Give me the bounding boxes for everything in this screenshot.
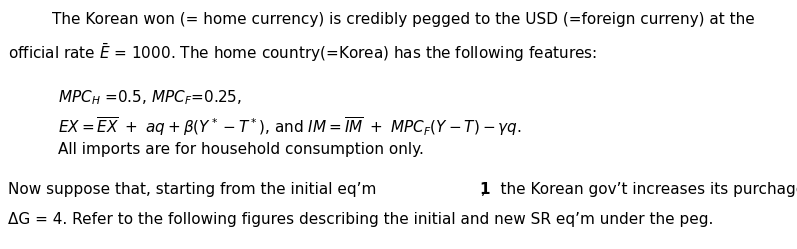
- Text: 1: 1: [479, 182, 489, 197]
- Text: ΔG = 4. Refer to the following figures describing the initial and new SR eq’m un: ΔG = 4. Refer to the following figures d…: [8, 212, 713, 227]
- Text: official rate $\bar{E}$ = 1000. The home country(=Korea) has the following featu: official rate $\bar{E}$ = 1000. The home…: [8, 42, 597, 64]
- Text: $EX = \overline{EX}\ + \ aq + \beta(Y^*-T^*)$, and $IM = \overline{IM}\ + \ MPC_: $EX = \overline{EX}\ + \ aq + \beta(Y^*-…: [58, 115, 522, 138]
- Text: The Korean won (= home currency) is credibly pegged to the USD (=foreign curreny: The Korean won (= home currency) is cred…: [52, 12, 755, 27]
- Text: Now suppose that, starting from the initial eq’m: Now suppose that, starting from the init…: [8, 182, 381, 197]
- Text: $MPC_H$ =0.5, $MPC_F$=0.25,: $MPC_H$ =0.5, $MPC_F$=0.25,: [58, 88, 241, 107]
- Text: ,   the Korean gov’t increases its purchages by: , the Korean gov’t increases its purchag…: [481, 182, 797, 197]
- Text: All imports are for household consumption only.: All imports are for household consumptio…: [58, 142, 424, 157]
